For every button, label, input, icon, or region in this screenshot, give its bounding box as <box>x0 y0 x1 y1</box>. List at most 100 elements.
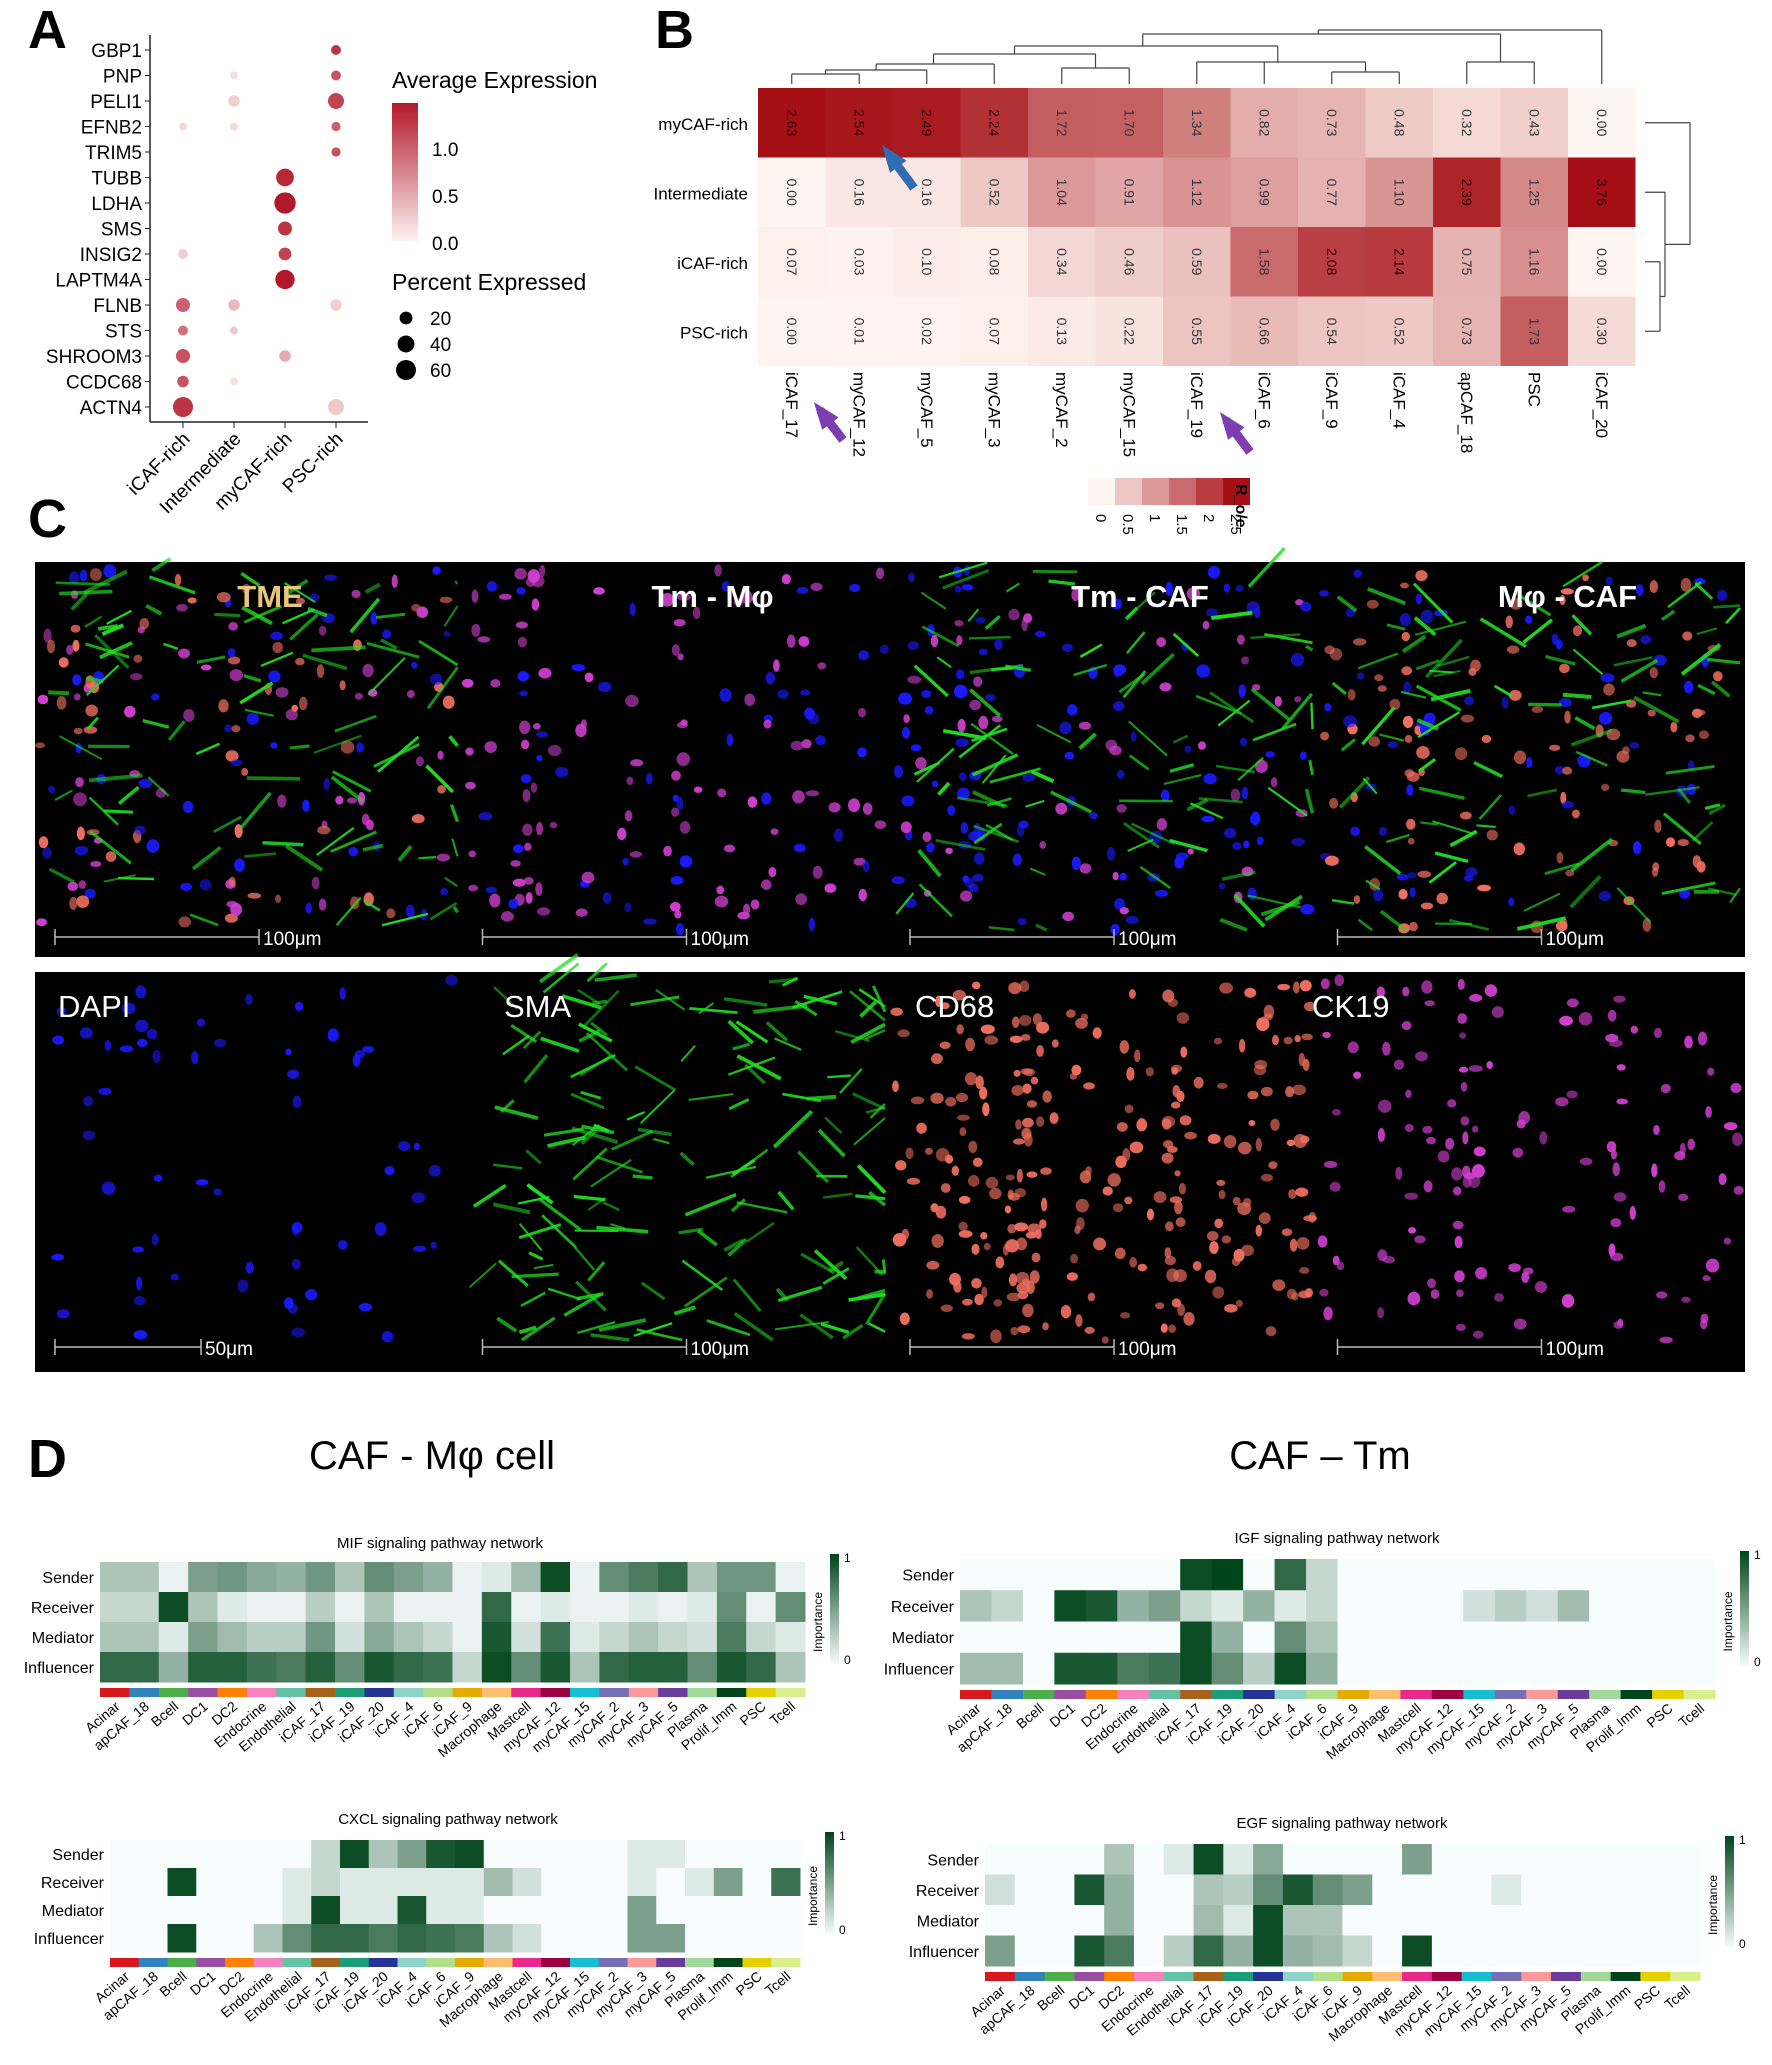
channel-signal <box>1404 1192 1418 1200</box>
cell-nucleus <box>532 722 541 730</box>
cell-nucleus <box>1023 613 1033 623</box>
cell-nucleus <box>1513 750 1527 765</box>
cell-nucleus <box>1187 848 1194 855</box>
cell-nucleus <box>1401 631 1411 642</box>
cluster-color-bar <box>1683 1690 1716 1699</box>
heatmap-cell <box>188 1622 218 1653</box>
sma-fiber <box>454 580 459 585</box>
cell-nucleus <box>323 778 330 791</box>
sma-fiber <box>366 641 420 659</box>
sma-fiber <box>592 999 608 1006</box>
channel-signal <box>1732 1132 1743 1146</box>
heatmap-cell <box>599 1652 630 1683</box>
cluster-color-bar <box>1163 1972 1195 1981</box>
heatmap-cell <box>1640 1874 1671 1906</box>
sma-fiber <box>1118 672 1146 694</box>
channel-signal <box>1332 1255 1340 1266</box>
heatmap-cell <box>253 1840 283 1869</box>
cluster-color-bar <box>656 1958 686 1967</box>
heatmap-cell <box>742 1896 772 1925</box>
channel-signal <box>1260 1086 1273 1097</box>
channel-signal <box>955 1092 969 1103</box>
sma-fiber <box>578 1028 601 1043</box>
cell-nucleus <box>105 851 117 862</box>
cell-nucleus <box>1396 873 1409 881</box>
cell-nucleus <box>907 675 922 684</box>
heatmap-cell <box>1365 296 1433 366</box>
sma-fiber <box>803 994 838 1006</box>
heatmap-cell <box>282 1924 312 1953</box>
heatmap-cell <box>246 1652 277 1683</box>
cluster-color-bar <box>1044 1972 1075 1981</box>
cell-nucleus <box>1235 585 1244 592</box>
channel-signal <box>132 1246 145 1253</box>
heatmap-cell <box>1402 1935 1433 1967</box>
cell-nucleus <box>519 720 531 735</box>
channel-signal <box>121 1002 136 1015</box>
cell-nucleus <box>295 657 305 666</box>
channel-signal <box>892 1232 907 1247</box>
heatmap-cell <box>570 1652 600 1683</box>
sma-fiber <box>973 822 1003 845</box>
heatmap-cell <box>1431 1621 1464 1654</box>
heatmap-cell <box>991 1590 1024 1622</box>
channel-signal <box>1566 998 1579 1008</box>
heatmap-cell <box>1133 1935 1165 1967</box>
heatmap-cell <box>1526 1652 1559 1685</box>
legend-tick: 1.5 <box>1173 514 1190 535</box>
cell-nucleus <box>1202 620 1210 630</box>
channel-signal <box>971 981 981 990</box>
cell-nucleus <box>35 742 45 749</box>
cell-nucleus <box>741 590 753 605</box>
channel-signal <box>897 1029 910 1038</box>
cell-nucleus <box>490 679 501 688</box>
heatmap-cell <box>1282 1905 1314 1936</box>
cell-nucleus <box>1206 608 1219 617</box>
heatmap-cell <box>1104 1935 1135 1967</box>
cluster-color-bar <box>512 1958 542 1967</box>
heatmap-cell <box>368 1924 398 1953</box>
expression-dot <box>330 299 342 311</box>
heatmap-cell <box>452 1622 483 1653</box>
channel-signal <box>974 1293 984 1306</box>
heatmap-cell <box>687 1562 718 1593</box>
sma-fiber <box>1128 720 1168 757</box>
left-title: CAF - Mφ cell <box>309 1434 555 1478</box>
cell-nucleus <box>1241 787 1249 800</box>
cell-nucleus <box>178 916 192 928</box>
sma-fiber <box>284 578 309 597</box>
cell-nucleus <box>853 857 866 866</box>
expression-dot <box>228 299 240 311</box>
cell-nucleus <box>716 885 725 895</box>
sma-fiber <box>1616 887 1652 924</box>
heatmap-cell <box>1306 1621 1338 1654</box>
row-label: Mediator <box>892 1630 955 1647</box>
cell-nucleus <box>1508 689 1522 701</box>
heatmap-cell <box>687 1622 718 1653</box>
channel-signal <box>1382 1256 1395 1264</box>
heatmap-cell <box>658 1562 688 1593</box>
cell-nucleus <box>305 902 312 914</box>
channel-signal <box>1607 1009 1617 1022</box>
heatmap-cell <box>1223 1844 1254 1875</box>
cell-nucleus <box>1105 739 1118 751</box>
heatmap-cell <box>217 1652 248 1683</box>
cell-nucleus <box>1640 635 1652 644</box>
heatmap-cell <box>985 1905 1016 1936</box>
sma-fiber <box>1211 610 1253 620</box>
channel-signal <box>935 995 943 1007</box>
cell-nucleus <box>1089 812 1098 819</box>
heatmap-cell <box>991 1621 1024 1654</box>
channel-signal <box>1075 1314 1083 1327</box>
col-label: PSC <box>1524 372 1543 407</box>
cell-nucleus <box>1017 917 1027 926</box>
sma-fiber <box>732 1278 762 1312</box>
sma-fiber <box>640 1281 666 1301</box>
cell-nucleus <box>356 742 365 753</box>
channel-signal <box>1271 1034 1280 1046</box>
channel-signal <box>1473 1146 1486 1157</box>
heatmap-cell <box>1610 1874 1641 1906</box>
cell-nucleus <box>129 673 143 681</box>
cell-value: 0.01 <box>851 318 867 345</box>
sma-fiber <box>55 581 110 586</box>
